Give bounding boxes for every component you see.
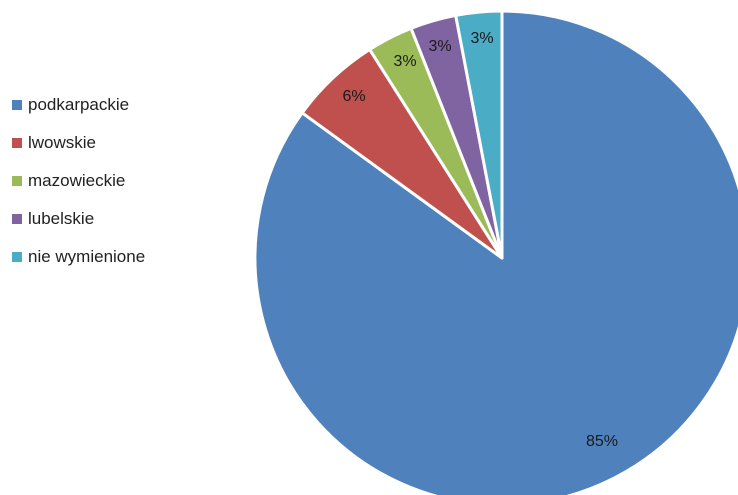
legend-swatch bbox=[12, 214, 22, 224]
legend-item-nie-wymienione: nie wymienione bbox=[12, 238, 145, 276]
data-label-nie-wymienione: 3% bbox=[470, 30, 493, 47]
legend-label: lwowskie bbox=[28, 133, 97, 152]
legend-label: podkarpackie bbox=[28, 95, 130, 114]
data-label-mazowieckie: 3% bbox=[393, 53, 416, 70]
legend-item-podkarpackie: podkarpackie bbox=[12, 86, 145, 124]
pie-slice-nie-wymienione bbox=[454, 9, 504, 260]
legend-label: nie wymienione bbox=[28, 247, 146, 266]
legend-swatch bbox=[12, 252, 22, 262]
legend-swatch bbox=[12, 100, 22, 110]
data-label-podkarpackie: 85% bbox=[586, 433, 618, 450]
legend-label: mazowieckie bbox=[28, 171, 126, 190]
legend-swatch bbox=[12, 176, 22, 186]
legend-swatch bbox=[12, 138, 22, 148]
data-label-lwowskie: 6% bbox=[342, 88, 365, 105]
pie-slice-podkarpackie bbox=[253, 9, 738, 495]
legend-item-mazowieckie: mazowieckie bbox=[12, 162, 145, 200]
legend-item-lwowskie: lwowskie bbox=[12, 124, 145, 162]
legend-item-lubelskie: lubelskie bbox=[12, 200, 145, 238]
legend-label: lubelskie bbox=[28, 209, 95, 228]
legend: podkarpackie lwowskie mazowieckie lubels… bbox=[12, 86, 145, 276]
data-label-lubelskie: 3% bbox=[428, 38, 451, 55]
